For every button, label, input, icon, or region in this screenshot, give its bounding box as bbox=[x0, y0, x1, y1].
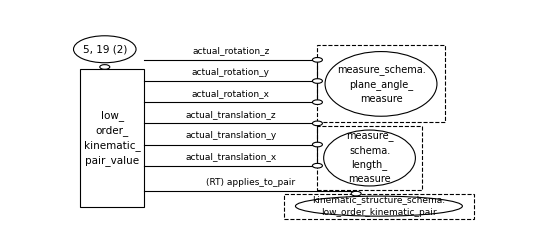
Text: 5, 19 (2): 5, 19 (2) bbox=[83, 44, 127, 54]
Circle shape bbox=[313, 142, 322, 147]
Circle shape bbox=[351, 191, 361, 196]
Bar bbox=[80, 68, 144, 207]
Text: kinematic_structure_schema.
low_order_kinematic_pair: kinematic_structure_schema. low_order_ki… bbox=[313, 196, 445, 217]
Circle shape bbox=[313, 121, 322, 126]
Text: measure_schema.
plane_angle_
measure: measure_schema. plane_angle_ measure bbox=[337, 64, 426, 104]
Circle shape bbox=[100, 65, 110, 69]
Circle shape bbox=[313, 79, 322, 83]
Circle shape bbox=[313, 164, 322, 168]
Circle shape bbox=[313, 100, 322, 104]
Text: actual_rotation_y: actual_rotation_y bbox=[192, 68, 270, 77]
Circle shape bbox=[313, 58, 322, 62]
Ellipse shape bbox=[325, 52, 437, 116]
Text: (RT) applies_to_pair: (RT) applies_to_pair bbox=[206, 178, 295, 186]
Bar bbox=[284, 194, 474, 219]
Ellipse shape bbox=[74, 36, 136, 63]
Text: actual_rotation_z: actual_rotation_z bbox=[192, 46, 270, 56]
Ellipse shape bbox=[295, 196, 462, 216]
Bar bbox=[317, 126, 422, 190]
Ellipse shape bbox=[324, 130, 415, 186]
Text: actual_translation_y: actual_translation_y bbox=[185, 131, 277, 140]
Text: actual_translation_x: actual_translation_x bbox=[185, 152, 277, 162]
Text: measure_
schema.
length_
measure: measure_ schema. length_ measure bbox=[346, 132, 393, 184]
Text: actual_translation_z: actual_translation_z bbox=[186, 110, 276, 119]
Text: low_
order_
kinematic_
pair_value: low_ order_ kinematic_ pair_value bbox=[84, 110, 140, 166]
Bar bbox=[317, 46, 444, 122]
Text: actual_rotation_x: actual_rotation_x bbox=[192, 89, 270, 98]
